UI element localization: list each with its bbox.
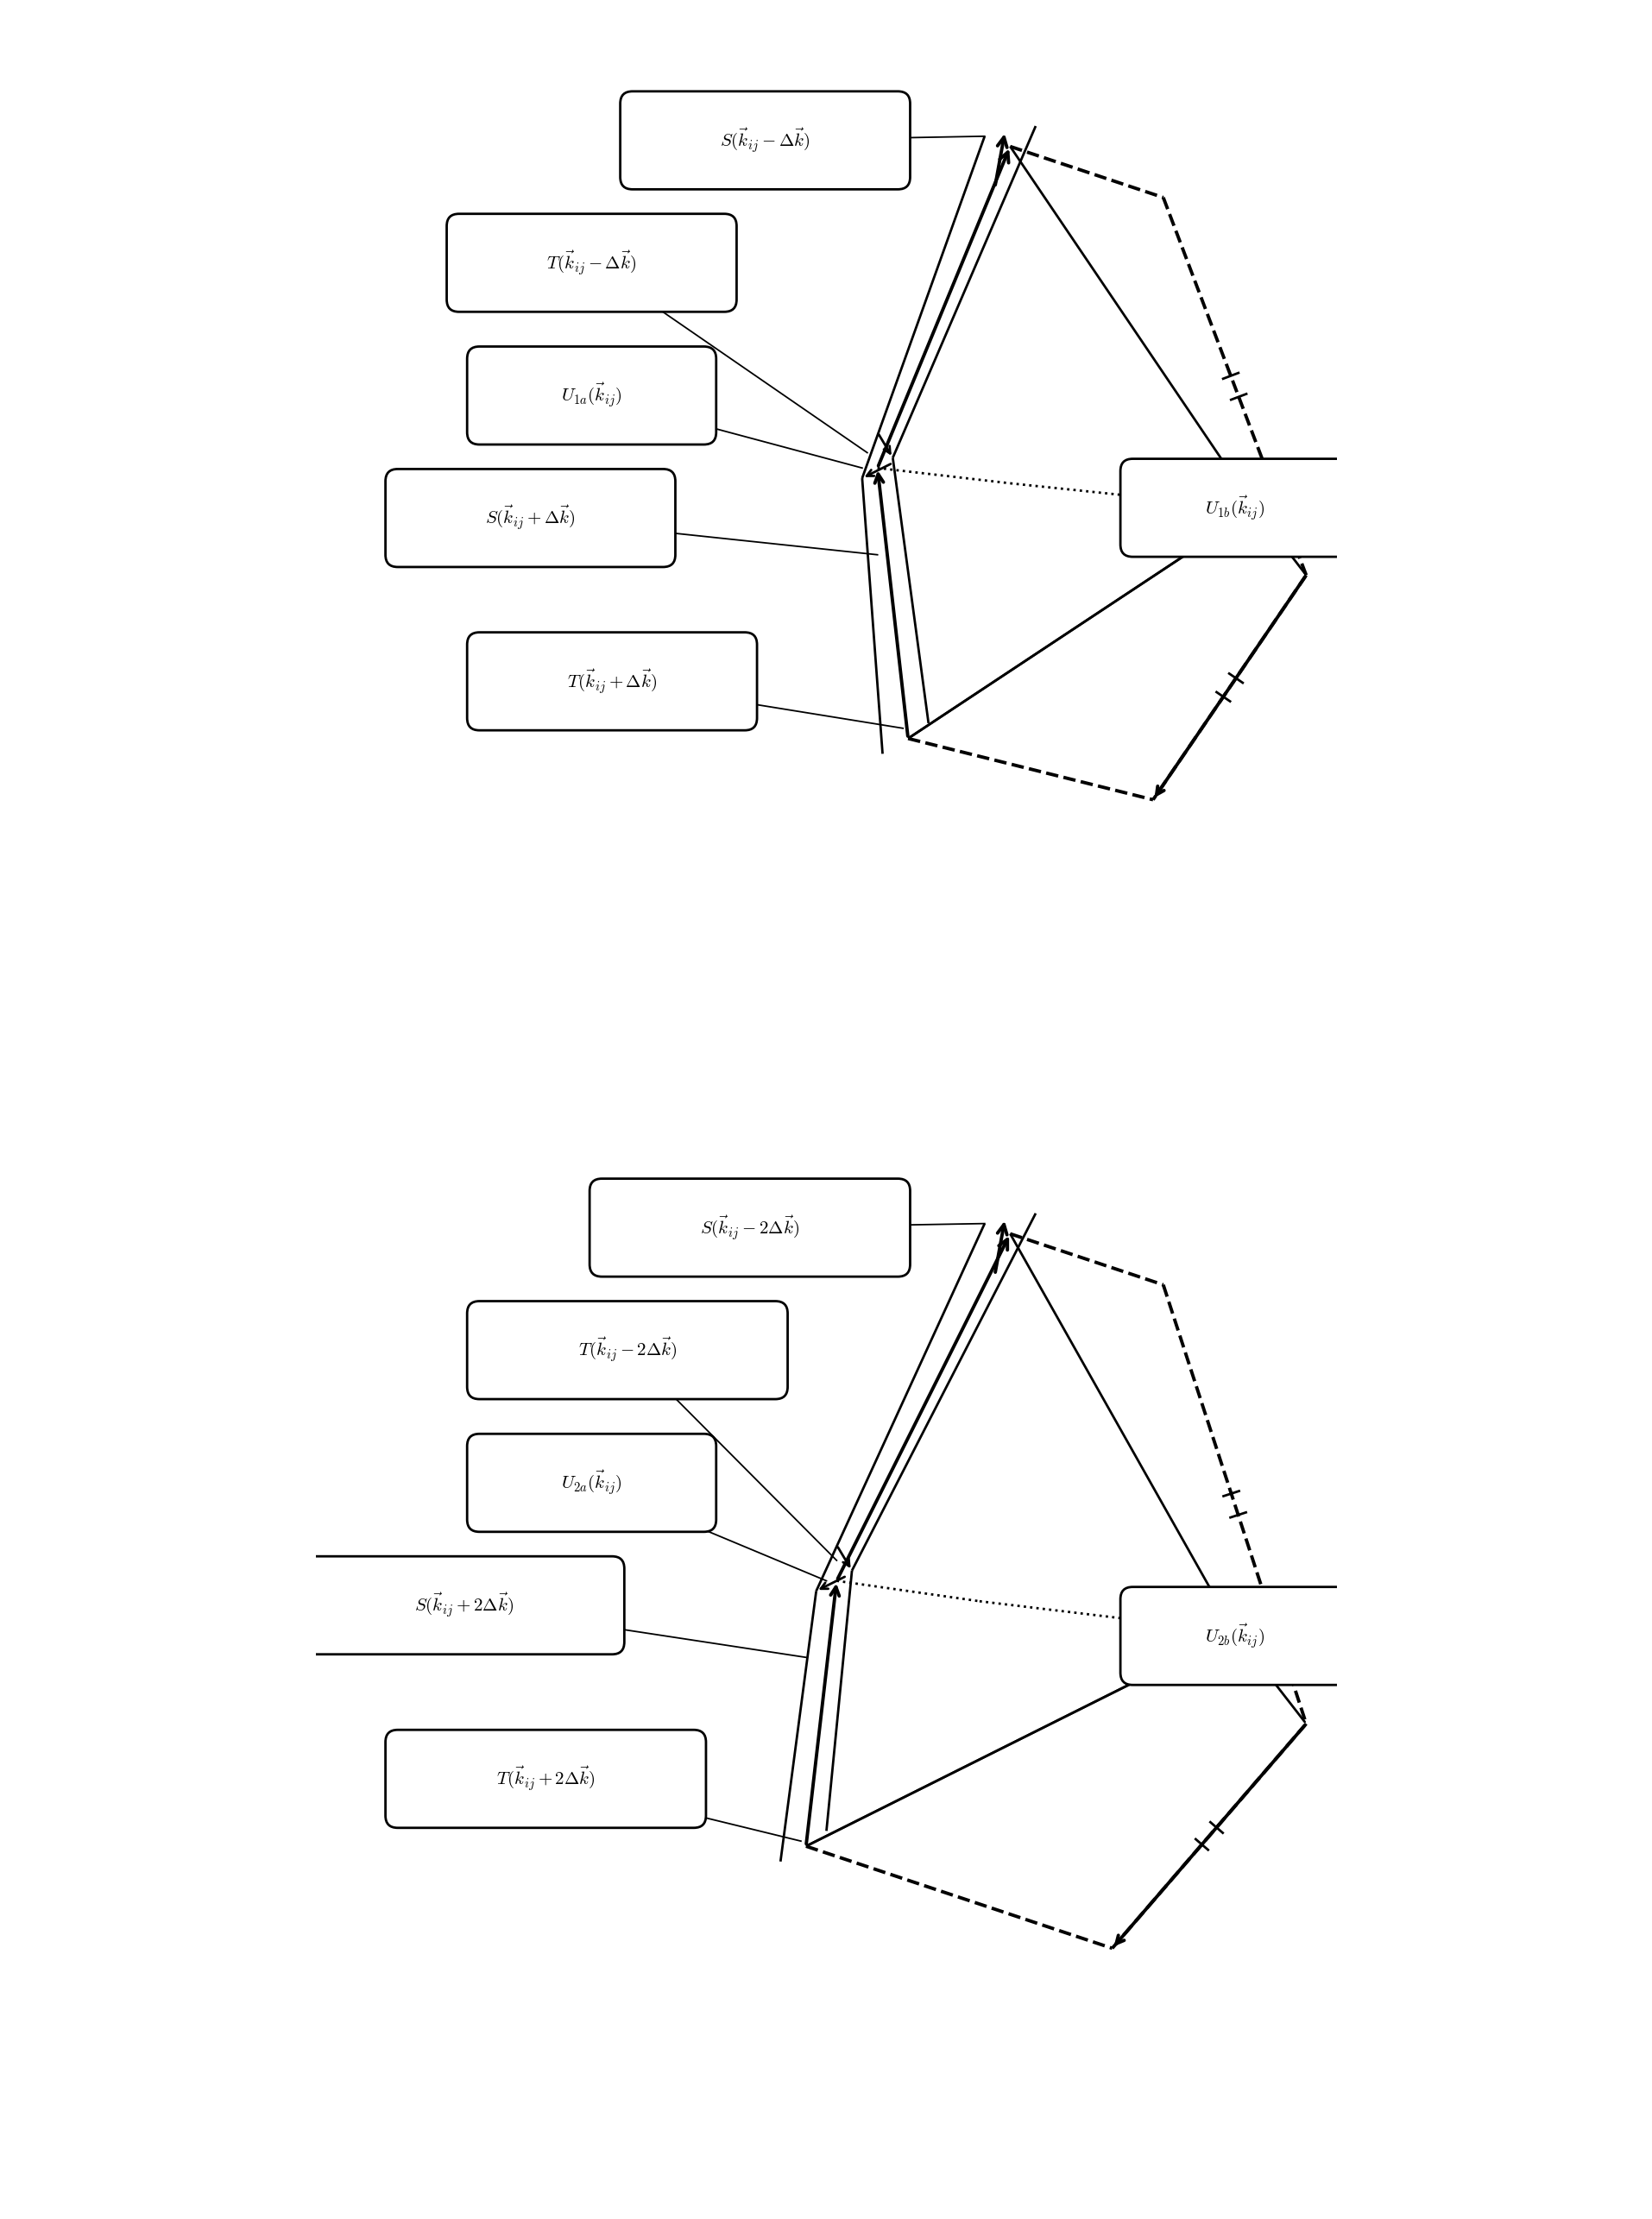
FancyBboxPatch shape [1120,459,1348,557]
FancyBboxPatch shape [468,632,757,730]
FancyBboxPatch shape [620,91,910,189]
FancyBboxPatch shape [446,213,737,313]
FancyBboxPatch shape [385,468,676,568]
FancyBboxPatch shape [385,1731,705,1828]
Text: $T(\vec{k}_{ij} + 2\Delta\vec{k})$: $T(\vec{k}_{ij} + 2\Delta\vec{k})$ [496,1764,595,1793]
Text: $U_{1b}(\vec{k}_{ij})$: $U_{1b}(\vec{k}_{ij})$ [1204,495,1264,521]
FancyBboxPatch shape [468,1300,788,1400]
FancyBboxPatch shape [304,1556,624,1655]
Text: $T(\vec{k}_{ij} - \Delta\vec{k})$: $T(\vec{k}_{ij} - \Delta\vec{k})$ [547,249,636,277]
Text: $U_{2a}(\vec{k}_{ij})$: $U_{2a}(\vec{k}_{ij})$ [560,1469,621,1498]
FancyBboxPatch shape [590,1178,910,1276]
Text: $T(\vec{k}_{ij} + \Delta\vec{k})$: $T(\vec{k}_{ij} + \Delta\vec{k})$ [567,668,656,695]
FancyBboxPatch shape [1120,1587,1348,1684]
Text: $S(\vec{k}_{ij} + \Delta\vec{k})$: $S(\vec{k}_{ij} + \Delta\vec{k})$ [486,504,575,533]
Text: $U_{2b}(\vec{k}_{ij})$: $U_{2b}(\vec{k}_{ij})$ [1204,1622,1264,1651]
Text: $S(\vec{k}_{ij} - 2\Delta\vec{k})$: $S(\vec{k}_{ij} - 2\Delta\vec{k})$ [700,1214,800,1243]
Text: $S(\vec{k}_{ij} - \Delta\vec{k})$: $S(\vec{k}_{ij} - \Delta\vec{k})$ [720,126,809,155]
Text: $U_{1a}(\vec{k}_{ij})$: $U_{1a}(\vec{k}_{ij})$ [560,382,621,411]
Text: $S(\vec{k}_{ij} + 2\Delta\vec{k})$: $S(\vec{k}_{ij} + 2\Delta\vec{k})$ [415,1591,514,1620]
FancyBboxPatch shape [468,346,715,444]
FancyBboxPatch shape [468,1433,715,1531]
Text: $T(\vec{k}_{ij} - 2\Delta\vec{k})$: $T(\vec{k}_{ij} - 2\Delta\vec{k})$ [578,1336,676,1365]
